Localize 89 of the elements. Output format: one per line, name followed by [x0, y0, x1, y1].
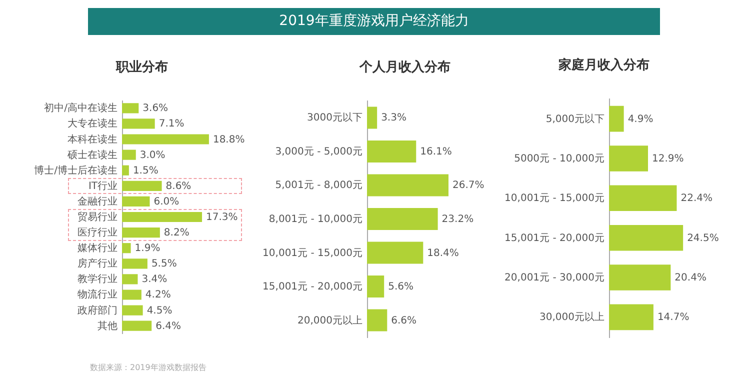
bar: [609, 185, 677, 212]
data-label: 6.0%: [154, 196, 180, 208]
bar: [367, 208, 438, 230]
chart-title: 职业分布: [115, 60, 168, 75]
y-tick-label: 博士/博士后在读生: [34, 164, 118, 176]
data-label: 20.4%: [674, 272, 706, 284]
bar: [122, 227, 160, 238]
data-label: 1.9%: [134, 243, 160, 254]
bar: [122, 165, 129, 176]
y-tick-label: 其他: [98, 320, 118, 332]
data-label: 5.5%: [151, 258, 177, 270]
bar: [367, 106, 378, 129]
bar: [367, 276, 384, 298]
data-label: 16.1%: [420, 146, 452, 158]
data-label: 5.6%: [388, 282, 414, 293]
data-label: 6.6%: [391, 315, 417, 326]
y-tick-label: 本科在读生: [68, 133, 118, 146]
chart-title: 家庭月收入分布: [558, 57, 650, 73]
data-label: 3.3%: [381, 112, 406, 124]
bar: [122, 274, 138, 284]
y-tick-label: 10,001元 - 15,000元: [504, 193, 604, 204]
data-label: 1.5%: [132, 165, 158, 176]
bar: [609, 224, 684, 251]
y-tick-label: 30,000元以上: [540, 311, 604, 324]
y-tick-label: 5000元 - 10,000元: [514, 153, 604, 164]
bar: [122, 258, 148, 269]
bar: [609, 106, 624, 132]
y-tick-label: 3000元以下: [307, 112, 362, 124]
y-tick-label: 房产行业: [78, 258, 118, 270]
data-label: 8.6%: [166, 180, 192, 192]
bar: [122, 290, 142, 300]
y-tick-label: 3,000元 - 5,000元: [275, 146, 362, 158]
y-tick-label: 硕士在读生: [66, 148, 118, 161]
bar: [122, 134, 209, 144]
bar: [609, 304, 654, 330]
bar: [609, 264, 671, 290]
data-label: 3.4%: [142, 274, 168, 286]
bar: [122, 103, 139, 114]
y-tick-label: 15,001元 - 20,000元: [262, 282, 362, 293]
bar: [122, 180, 162, 191]
data-label: 6.4%: [156, 320, 182, 332]
source-note: 数据来源：2019年游戏数据报告: [90, 362, 206, 373]
title-banner: 2019年重度游戏用户经济能力: [88, 8, 660, 35]
bar: [122, 118, 155, 129]
data-label: 23.2%: [442, 214, 474, 225]
data-label: 3.0%: [140, 150, 166, 161]
bar: [122, 212, 202, 222]
data-label: 22.4%: [680, 193, 713, 204]
y-tick-label: 物流行业: [78, 288, 118, 301]
y-tick-label: 10,001元 - 15,000元: [262, 248, 362, 259]
bar: [122, 196, 150, 207]
data-label: 4.9%: [628, 114, 654, 125]
bar: [367, 174, 448, 196]
data-label: 18.8%: [212, 134, 245, 146]
chart-title: 个人月收入分布: [358, 59, 450, 75]
data-label: 18.4%: [427, 248, 459, 259]
bar: [367, 309, 388, 332]
data-label: 12.9%: [652, 153, 684, 164]
data-label: 24.5%: [687, 232, 719, 244]
bar: [122, 150, 136, 160]
bar: [122, 305, 143, 316]
data-label: 26.7%: [452, 180, 484, 192]
bar: [367, 242, 424, 264]
y-tick-label: 8,001元 - 10,000元: [268, 214, 362, 225]
data-label: 14.7%: [657, 312, 690, 324]
y-tick-label: 医疗行业: [78, 226, 118, 239]
bar: [609, 146, 648, 172]
bar: [122, 243, 131, 254]
data-label: 4.5%: [146, 305, 172, 316]
y-tick-label: 15,001元 - 20,000元: [504, 232, 604, 244]
data-label: 4.2%: [145, 290, 171, 301]
y-tick-label: 20,000元以上: [298, 314, 362, 326]
data-label: 8.2%: [164, 228, 190, 239]
bar: [367, 140, 416, 162]
y-tick-label: 金融行业: [78, 195, 118, 208]
y-tick-label: 大专在读生: [68, 118, 118, 130]
data-label: 17.3%: [206, 212, 238, 223]
y-tick-label: 5,000元以下: [546, 112, 604, 125]
y-tick-label: 政府部门: [78, 304, 118, 316]
data-label: 7.1%: [158, 118, 184, 130]
y-tick-label: 初中/高中在读生: [44, 102, 118, 114]
y-tick-label: 媒体行业: [78, 242, 118, 254]
y-tick-label: 教学行业: [78, 273, 118, 286]
data-label: 3.6%: [142, 103, 168, 114]
y-tick-label: 5,001元 - 8,000元: [275, 180, 362, 192]
y-tick-label: IT行业: [88, 180, 118, 192]
y-tick-label: 20,001元 - 30,000元: [504, 272, 604, 284]
bar: [122, 320, 152, 331]
y-tick-label: 贸易行业: [78, 211, 118, 223]
